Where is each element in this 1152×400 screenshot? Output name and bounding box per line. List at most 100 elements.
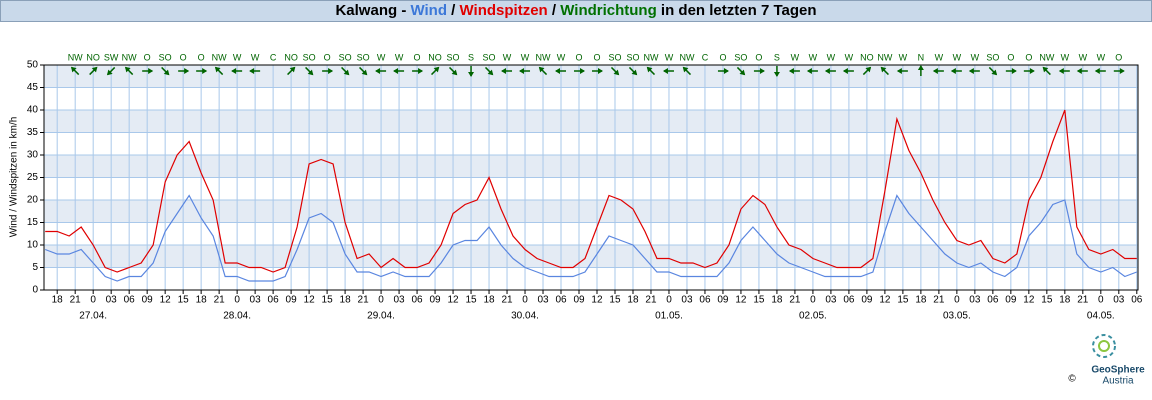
direction-arrow <box>646 66 656 76</box>
direction-arrow <box>628 66 638 76</box>
x-tick-label: 15 <box>465 295 477 306</box>
direction-label: W <box>935 52 944 62</box>
arrow-head <box>968 68 974 74</box>
x-tick-label: 09 <box>573 295 585 306</box>
arrow-head <box>555 68 561 74</box>
direction-label: O <box>593 52 600 62</box>
direction-arrow <box>1113 68 1125 74</box>
direction-label: O <box>324 52 331 62</box>
arrow-head <box>662 68 668 74</box>
x-tick-label: 12 <box>879 295 891 306</box>
arrow-head <box>806 68 812 74</box>
x-tick-label: 18 <box>1059 295 1071 306</box>
y-tick-label: 45 <box>27 82 39 93</box>
arrow-head <box>1029 68 1035 74</box>
direction-label: O <box>575 52 582 62</box>
direction-label: SO <box>357 52 370 62</box>
direction-arrow <box>341 66 350 76</box>
date-label: 28.04. <box>223 311 251 322</box>
direction-arrow <box>788 68 800 74</box>
direction-arrow <box>484 66 494 76</box>
direction-label: NO <box>860 52 874 62</box>
direction-label: W <box>1061 52 1070 62</box>
arrow-head <box>70 66 77 73</box>
direction-arrow <box>988 66 998 76</box>
x-tick-label: 12 <box>160 295 172 306</box>
arrow-head <box>1058 68 1064 74</box>
direction-label: O <box>719 52 726 62</box>
x-tick-label: 0 <box>666 295 672 306</box>
x-tick-label: 03 <box>106 295 118 306</box>
arrow-head <box>682 66 689 73</box>
direction-arrow <box>824 68 836 74</box>
arrow-head <box>739 69 746 76</box>
direction-label: NW <box>536 52 551 62</box>
direction-arrow <box>574 68 586 74</box>
x-tick-label: 21 <box>501 295 513 306</box>
x-tick-label: 21 <box>214 295 226 306</box>
direction-arrow <box>359 66 368 76</box>
date-label: 01.05. <box>655 311 683 322</box>
direction-arrow <box>393 68 405 74</box>
direction-arrow <box>917 65 924 76</box>
y-axis-label: Wind / Windspitzen in km/h <box>9 117 20 238</box>
direction-arrow <box>106 66 116 76</box>
direction-label: W <box>809 52 818 62</box>
arrow-head <box>1011 68 1017 74</box>
direction-arrow <box>70 66 80 76</box>
chart-title: Kalwang - Wind / Windspitzen / Windricht… <box>335 2 816 19</box>
arrow-head <box>433 66 440 73</box>
x-tick-label: 0 <box>234 295 240 306</box>
arrow-head <box>1076 68 1082 74</box>
direction-arrow <box>950 68 962 74</box>
arrow-head <box>393 68 399 74</box>
arrow-head <box>249 68 255 74</box>
x-tick-label: 21 <box>1077 295 1089 306</box>
grid-band <box>44 200 1138 223</box>
direction-label: S <box>468 52 474 62</box>
arrow-head <box>723 68 729 74</box>
grid-band <box>44 245 1138 268</box>
arrow-head <box>343 69 350 76</box>
direction-arrow <box>322 68 334 74</box>
direction-label: W <box>377 52 386 62</box>
arrow-head <box>613 69 620 76</box>
direction-label: NO <box>86 52 100 62</box>
direction-arrow <box>287 66 296 76</box>
direction-arrow <box>412 68 424 74</box>
direction-label: N <box>918 52 925 62</box>
x-tick-label: 15 <box>897 295 909 306</box>
arrow-head <box>124 66 131 73</box>
x-tick-label: 21 <box>358 295 370 306</box>
grid-band <box>44 65 1138 88</box>
direction-arrow <box>249 68 261 74</box>
arrow-head <box>538 66 545 73</box>
direction-label: SO <box>734 52 747 62</box>
direction-label: O <box>180 52 187 62</box>
x-tick-label: 18 <box>915 295 927 306</box>
direction-label: SO <box>986 52 999 62</box>
arrow-head <box>1119 68 1125 74</box>
direction-arrow <box>231 68 243 74</box>
direction-arrow <box>842 68 854 74</box>
arrow-head <box>896 68 902 74</box>
direction-label: NW <box>122 52 137 62</box>
x-tick-label: 18 <box>483 295 495 306</box>
direction-arrow <box>196 68 208 74</box>
x-tick-label: 12 <box>591 295 603 306</box>
arrow-head <box>184 68 190 74</box>
direction-label: W <box>1079 52 1088 62</box>
title-part: Kalwang - <box>335 2 410 19</box>
x-tick-label: 03 <box>969 295 981 306</box>
direction-arrow <box>1076 68 1088 74</box>
direction-arrow <box>1058 68 1070 74</box>
x-tick-label: 15 <box>178 295 190 306</box>
x-tick-label: 15 <box>753 295 765 306</box>
title-part: Wind <box>410 2 447 19</box>
direction-label: NW <box>1039 52 1054 62</box>
direction-label: W <box>899 52 908 62</box>
x-tick-label: 03 <box>681 295 693 306</box>
direction-label: W <box>953 52 962 62</box>
direction-label: W <box>557 52 566 62</box>
logo-mark <box>1092 334 1116 358</box>
